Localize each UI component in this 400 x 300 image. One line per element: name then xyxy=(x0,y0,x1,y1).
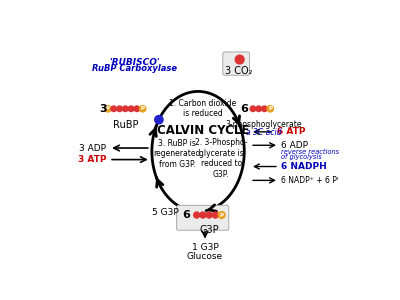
Circle shape xyxy=(218,212,225,218)
Text: 3. RuBP is
regenerated
from G3P.: 3. RuBP is regenerated from G3P. xyxy=(154,139,201,169)
Circle shape xyxy=(111,106,116,112)
Text: P: P xyxy=(141,106,145,111)
Text: 3-phosphoglycerate: 3-phosphoglycerate xyxy=(226,120,302,129)
Text: 1. Carbon dioxide
is reduced: 1. Carbon dioxide is reduced xyxy=(169,99,236,118)
Text: reverse reactions: reverse reactions xyxy=(281,149,339,155)
Text: 3 ADP: 3 ADP xyxy=(79,143,106,152)
Text: 'RUBISCO': 'RUBISCO' xyxy=(109,58,160,67)
Text: 6 NADP⁺ + 6 Pᴵ: 6 NADP⁺ + 6 Pᴵ xyxy=(281,176,338,185)
Circle shape xyxy=(256,106,262,112)
Circle shape xyxy=(134,106,140,112)
Text: G3P: G3P xyxy=(200,225,220,235)
Text: 6 NADPH: 6 NADPH xyxy=(281,162,327,171)
Circle shape xyxy=(117,106,122,112)
Text: P: P xyxy=(220,212,224,217)
Text: 6: 6 xyxy=(240,104,248,114)
Circle shape xyxy=(250,106,256,112)
Circle shape xyxy=(206,212,212,218)
Circle shape xyxy=(200,212,206,218)
Text: 6 ADP: 6 ADP xyxy=(281,141,308,150)
Circle shape xyxy=(140,106,146,112)
Text: of glycolysis: of glycolysis xyxy=(281,154,322,160)
Circle shape xyxy=(194,212,200,218)
Text: 3 ATP: 3 ATP xyxy=(78,155,106,164)
Text: CALVIN CYCLE: CALVIN CYCLE xyxy=(156,124,249,137)
Text: RuBP Carboxylase: RuBP Carboxylase xyxy=(92,64,177,73)
Text: 3 CO₂: 3 CO₂ xyxy=(225,67,252,76)
Text: RuBP: RuBP xyxy=(112,120,138,130)
Circle shape xyxy=(262,106,267,112)
Text: 6: 6 xyxy=(182,210,190,220)
Text: P: P xyxy=(106,106,110,111)
Circle shape xyxy=(235,55,244,64)
Text: 3: 3 xyxy=(100,104,107,114)
FancyBboxPatch shape xyxy=(223,52,250,75)
Circle shape xyxy=(105,106,111,112)
FancyBboxPatch shape xyxy=(176,205,229,230)
Text: 1 G3P: 1 G3P xyxy=(192,243,218,252)
Circle shape xyxy=(155,116,163,124)
Text: Glucose: Glucose xyxy=(187,252,223,261)
Circle shape xyxy=(267,106,274,112)
Text: P: P xyxy=(268,106,272,111)
Circle shape xyxy=(212,212,218,218)
Text: 2. 3-Phospho-
glycerate is
reduced to
G3P.: 2. 3-Phospho- glycerate is reduced to G3… xyxy=(195,138,248,178)
Circle shape xyxy=(128,106,134,112)
Text: 5 G3P: 5 G3P xyxy=(152,208,179,217)
Text: 6 ATP: 6 ATP xyxy=(277,128,305,136)
Text: a 3C acid: a 3C acid xyxy=(246,128,282,137)
Circle shape xyxy=(122,106,128,112)
